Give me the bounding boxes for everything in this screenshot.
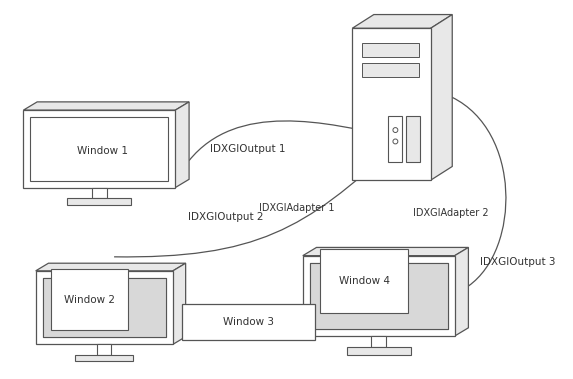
Bar — [76, 355, 133, 361]
Bar — [352, 28, 431, 180]
Polygon shape — [455, 247, 468, 336]
Bar — [406, 116, 419, 162]
Bar — [92, 188, 107, 198]
Text: Window 3: Window 3 — [223, 317, 274, 327]
Bar — [97, 345, 111, 355]
Polygon shape — [173, 263, 186, 345]
Circle shape — [393, 139, 398, 144]
Bar — [42, 278, 166, 337]
Polygon shape — [23, 102, 189, 110]
Text: Window 2: Window 2 — [64, 295, 115, 305]
Bar — [320, 249, 408, 313]
Bar — [182, 304, 315, 340]
Bar — [52, 269, 128, 330]
Text: IDXGIAdapter 1: IDXGIAdapter 1 — [259, 203, 335, 213]
Bar — [388, 116, 402, 162]
Bar — [309, 263, 448, 329]
Bar — [363, 44, 419, 57]
Bar — [23, 110, 175, 188]
Text: IDXGIAdapter 2: IDXGIAdapter 2 — [413, 208, 489, 218]
Text: IDXGIOutput 3: IDXGIOutput 3 — [480, 257, 555, 266]
Text: Window 4: Window 4 — [339, 276, 390, 286]
Circle shape — [393, 128, 398, 133]
Polygon shape — [175, 102, 189, 188]
Bar — [36, 271, 173, 345]
Bar — [347, 347, 411, 355]
Bar — [309, 263, 448, 329]
Bar — [30, 117, 168, 181]
Bar — [371, 336, 386, 347]
Bar — [303, 256, 455, 336]
Text: IDXGIOutput 1: IDXGIOutput 1 — [210, 144, 286, 154]
Text: IDXGIOutput 2: IDXGIOutput 2 — [187, 213, 263, 222]
Polygon shape — [352, 14, 452, 28]
Bar — [363, 63, 419, 77]
Polygon shape — [431, 14, 452, 180]
Text: Window 1: Window 1 — [77, 146, 128, 156]
Bar — [42, 278, 166, 337]
Polygon shape — [36, 263, 186, 271]
Polygon shape — [303, 247, 468, 256]
Bar — [68, 198, 131, 205]
